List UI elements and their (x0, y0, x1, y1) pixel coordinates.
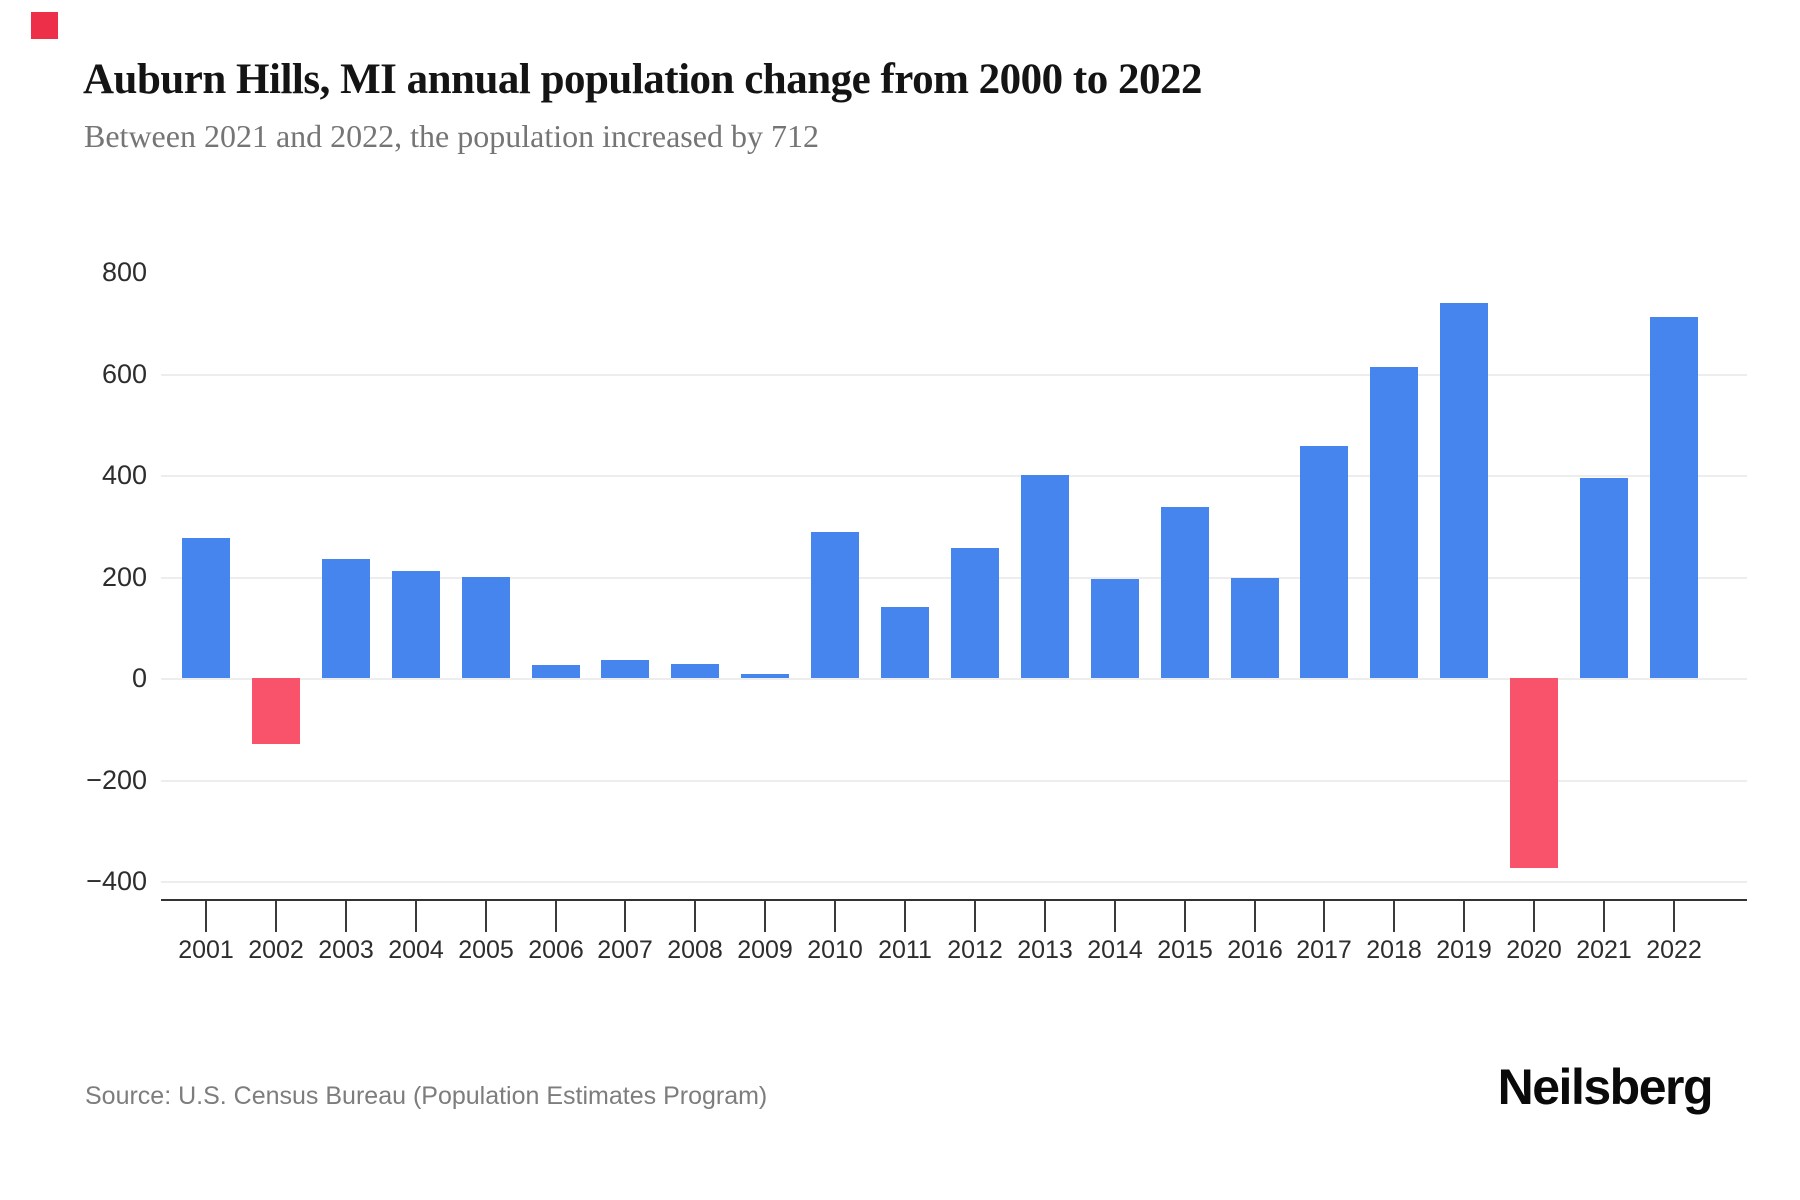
y-axis-label--400: −400 (86, 866, 147, 896)
x-axis-label-2014: 2014 (1087, 936, 1143, 964)
x-axis-tick-2014 (1114, 901, 1116, 932)
x-axis-label-2013: 2013 (1017, 936, 1073, 964)
x-axis-label-2019: 2019 (1436, 936, 1492, 964)
gridline-400 (161, 475, 1747, 477)
bar-2021[interactable] (1580, 478, 1628, 678)
x-axis-label-2007: 2007 (597, 936, 653, 964)
x-axis-label-2009: 2009 (737, 936, 793, 964)
page-title: Auburn Hills, MI annual population chang… (83, 56, 1202, 103)
bar-2011[interactable] (881, 607, 929, 678)
x-axis-tick-2009 (764, 901, 766, 932)
x-axis-label-2005: 2005 (458, 936, 514, 964)
x-axis-label-2011: 2011 (878, 936, 932, 964)
bar-2013[interactable] (1021, 475, 1069, 678)
bar-2015[interactable] (1161, 507, 1209, 678)
y-axis-label-400: 400 (101, 460, 147, 490)
x-axis-tick-2012 (974, 901, 976, 932)
bar-2020[interactable] (1510, 678, 1558, 868)
x-axis-tick-2007 (624, 901, 626, 932)
source-note: Source: U.S. Census Bureau (Population E… (85, 1082, 768, 1110)
bar-2005[interactable] (462, 577, 510, 678)
x-axis-label-2018: 2018 (1366, 936, 1422, 964)
bar-2019[interactable] (1440, 303, 1488, 678)
x-axis-tick-2010 (834, 901, 836, 932)
brand-wordmark: Neilsberg (1497, 1059, 1714, 1115)
x-axis-label-2002: 2002 (248, 936, 304, 964)
x-axis-tick-2022 (1673, 901, 1675, 932)
x-axis-label-2020: 2020 (1506, 936, 1562, 964)
x-axis-label-2012: 2012 (947, 936, 1003, 964)
x-axis-tick-2019 (1463, 901, 1465, 932)
x-axis-tick-2018 (1393, 901, 1395, 932)
x-axis-tick-2001 (205, 901, 207, 932)
y-axis-label-800: 800 (101, 257, 147, 287)
bar-2017[interactable] (1300, 446, 1348, 678)
x-axis-label-2010: 2010 (807, 936, 863, 964)
x-axis-tick-2021 (1603, 901, 1605, 932)
x-axis-label-2003: 2003 (318, 936, 374, 964)
x-axis-label-2004: 2004 (388, 936, 444, 964)
bar-2006[interactable] (532, 665, 580, 678)
bar-2003[interactable] (322, 559, 370, 678)
bar-2016[interactable] (1231, 578, 1279, 678)
gridline--200 (161, 780, 1747, 782)
x-axis-tick-2002 (275, 901, 277, 932)
x-axis-tick-2004 (415, 901, 417, 932)
x-axis-label-2001: 2001 (178, 936, 234, 964)
gridline--400 (161, 881, 1747, 883)
bar-2014[interactable] (1091, 579, 1139, 678)
x-axis-label-2021: 2021 (1576, 936, 1632, 964)
x-axis-tick-2013 (1044, 901, 1046, 932)
brand-logo-mark (31, 12, 58, 39)
y-axis-label--200: −200 (86, 765, 147, 795)
x-axis-tick-2008 (694, 901, 696, 932)
x-axis-tick-2020 (1533, 901, 1535, 932)
x-axis-tick-2006 (555, 901, 557, 932)
x-axis-tick-2015 (1184, 901, 1186, 932)
bar-2001[interactable] (182, 538, 230, 678)
bar-2009[interactable] (741, 674, 789, 678)
gridline-600 (161, 374, 1747, 376)
x-axis-label-2015: 2015 (1157, 936, 1213, 964)
x-axis-label-2006: 2006 (528, 936, 584, 964)
y-axis-label-0: 0 (131, 663, 147, 693)
x-axis-tick-2003 (345, 901, 347, 932)
y-axis-label-600: 600 (101, 359, 147, 389)
bar-2018[interactable] (1370, 367, 1418, 678)
bar-2010[interactable] (811, 532, 859, 678)
x-axis-tick-2016 (1254, 901, 1256, 932)
bar-2008[interactable] (671, 664, 719, 678)
y-axis-label-200: 200 (101, 562, 147, 592)
x-axis-tick-2011 (904, 901, 906, 932)
x-axis-line (161, 899, 1747, 901)
bar-2007[interactable] (601, 660, 649, 678)
annual-population-change-bar-chart: 800 600 400 200 0 −200 −400 2001 2002 2003 2004 200… (86, 257, 1747, 964)
x-axis-label-2016: 2016 (1227, 936, 1283, 964)
gridline-0 (161, 678, 1747, 680)
x-axis-label-2008: 2008 (667, 936, 723, 964)
bar-2004[interactable] (392, 571, 440, 678)
x-axis-label-2017: 2017 (1296, 936, 1352, 964)
bar-2022[interactable] (1650, 317, 1698, 678)
page-subtitle: Between 2021 and 2022, the population in… (84, 118, 819, 154)
bar-2012[interactable] (951, 548, 999, 678)
bar-2002[interactable] (252, 678, 300, 744)
x-axis-tick-2017 (1323, 901, 1325, 932)
x-axis-tick-2005 (485, 901, 487, 932)
x-axis-label-2022: 2022 (1646, 936, 1702, 964)
